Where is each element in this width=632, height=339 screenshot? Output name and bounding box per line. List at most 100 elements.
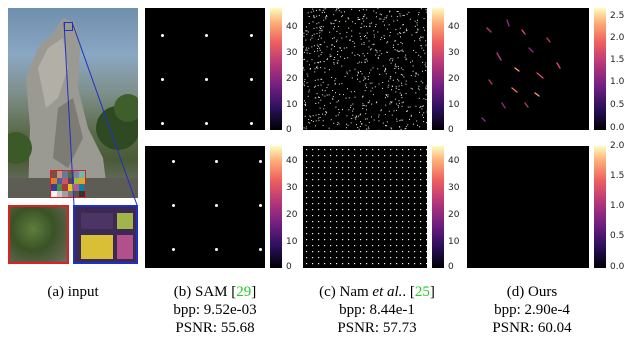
nam-grid-point xyxy=(414,185,416,187)
nam-grid-point xyxy=(414,239,416,241)
nam-point xyxy=(400,67,402,69)
nam-point xyxy=(303,127,305,129)
nam-point xyxy=(314,79,316,81)
nam-point xyxy=(343,94,344,96)
nam-grid-point xyxy=(348,197,350,199)
nam-point xyxy=(354,117,356,119)
nam-grid-point xyxy=(402,191,404,193)
nam-point xyxy=(402,14,404,16)
nam-point xyxy=(415,92,417,94)
nam-grid-point xyxy=(318,209,320,211)
nam-grid-point xyxy=(396,227,398,229)
nam-point xyxy=(385,95,387,96)
nam-point xyxy=(398,89,400,90)
nam-point xyxy=(385,67,386,69)
nam-grid-point xyxy=(330,185,332,187)
nam-grid-point xyxy=(390,221,392,223)
nam-grid-point xyxy=(306,161,308,163)
nam-point xyxy=(357,127,359,129)
nam-point xyxy=(364,36,365,37)
nam-grid-point xyxy=(426,185,427,187)
nam-point xyxy=(381,14,382,16)
nam-point xyxy=(311,46,313,48)
nam-grid-point xyxy=(348,263,350,265)
nam-point xyxy=(401,102,403,104)
nam-grid-point xyxy=(324,251,326,253)
nam-point xyxy=(352,110,354,112)
nam-point xyxy=(314,71,316,73)
nam-point xyxy=(400,128,402,130)
sam-reference-link[interactable]: 29 xyxy=(236,284,252,300)
nam-point xyxy=(307,86,309,87)
nam-point xyxy=(335,92,336,94)
nam-grid-point xyxy=(354,161,356,163)
nam-point xyxy=(412,65,414,67)
nam-point xyxy=(358,55,360,57)
nam-grid-point xyxy=(348,251,350,253)
nam-point xyxy=(398,100,400,102)
nam-grid-point xyxy=(318,191,320,193)
nam-grid-point xyxy=(336,257,338,259)
nam-point xyxy=(357,54,359,55)
nam-grid-point xyxy=(354,209,356,211)
nam-grid-point xyxy=(330,173,332,175)
nam-point xyxy=(346,73,348,75)
nam-point xyxy=(319,44,321,45)
nam-point xyxy=(397,43,399,45)
nam-grid-point xyxy=(312,203,314,205)
nam-point xyxy=(387,86,389,88)
nam-point xyxy=(306,47,307,49)
nam-point xyxy=(358,115,360,117)
sam-top-tick: 0 xyxy=(286,125,292,135)
nam-grid-point xyxy=(396,185,398,187)
nam-point xyxy=(326,15,327,16)
nam-point xyxy=(390,102,392,104)
nam-grid-point xyxy=(372,191,374,193)
nam-grid-point xyxy=(390,257,392,259)
nam-grid-point xyxy=(360,257,362,259)
nam-point xyxy=(381,36,383,38)
nam-point xyxy=(378,116,380,118)
sam-top-tick: 20 xyxy=(286,74,298,84)
nam-point xyxy=(364,77,366,79)
nam-point xyxy=(320,61,321,63)
nam-point xyxy=(322,120,324,122)
nam-point xyxy=(365,83,367,85)
nam-grid-point xyxy=(396,209,398,211)
nam-point xyxy=(312,121,314,122)
nam-grid-point xyxy=(342,251,344,253)
nam-point xyxy=(423,98,425,100)
nam-point xyxy=(399,126,401,128)
nam-point xyxy=(313,16,315,18)
nam-point xyxy=(353,108,354,110)
nam-point xyxy=(371,87,373,89)
nam-grid-point xyxy=(336,203,338,205)
nam-point xyxy=(319,26,321,28)
nam-point xyxy=(333,14,335,16)
nam-point xyxy=(349,40,351,41)
nam-point xyxy=(414,40,416,42)
nam-reference-link[interactable]: 25 xyxy=(414,284,430,300)
nam-grid-point xyxy=(360,173,362,175)
nam-point xyxy=(337,114,339,116)
nam-point xyxy=(390,58,392,59)
nam-grid-point xyxy=(426,179,427,181)
nam-point xyxy=(333,63,335,65)
nam-point xyxy=(318,62,319,64)
nam-point xyxy=(369,100,371,102)
nam-point xyxy=(407,106,409,108)
nam-grid-point xyxy=(318,155,320,157)
nam-point xyxy=(372,67,374,69)
nam-grid-point xyxy=(390,209,392,211)
caption-sam-psnr: PSNR: 55.68 xyxy=(175,320,255,336)
nam-point xyxy=(352,41,354,42)
nam-point xyxy=(321,52,323,53)
nam-grid-point xyxy=(414,263,416,265)
nam-point xyxy=(350,122,352,124)
nam-point xyxy=(318,114,320,115)
caption-ours-title: (d) Ours xyxy=(506,284,558,300)
nam-grid-point xyxy=(354,257,356,259)
nam-point xyxy=(357,71,359,73)
nam-point xyxy=(333,59,335,60)
nam-point xyxy=(361,43,363,45)
